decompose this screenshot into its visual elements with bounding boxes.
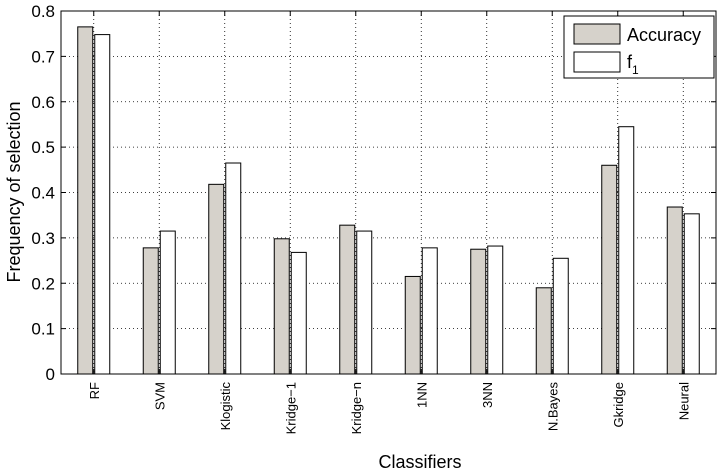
- legend: Accuracy f1: [563, 15, 715, 79]
- legend-label-f1-main: f: [627, 52, 633, 72]
- bars: [77, 26, 700, 375]
- bar-accuracy: [77, 26, 94, 375]
- x-axis-title: Classifiers: [378, 452, 461, 472]
- x-tick-label: Gkridge: [611, 382, 626, 428]
- bar-f1: [552, 257, 569, 375]
- x-tick-label: 3NN: [480, 382, 495, 408]
- y-tick-label: 0: [46, 365, 55, 384]
- y-tick-label: 0.1: [31, 320, 55, 339]
- bar-f1: [421, 247, 438, 375]
- x-tick-label: N.Bayes: [545, 382, 560, 432]
- x-tick-label: Kridge−n: [349, 382, 364, 434]
- legend-swatch-accuracy: [573, 23, 621, 45]
- bar-accuracy: [666, 206, 683, 375]
- bar-accuracy: [273, 238, 290, 375]
- x-tick-label: Kridge−1: [283, 382, 298, 434]
- y-axis-ticks: 0 0.1 0.2 0.3 0.4 0.5 0.6 0.7 0.8: [31, 2, 716, 384]
- bar-accuracy: [601, 164, 618, 375]
- x-tick-label: Neural: [676, 382, 691, 420]
- bar-accuracy: [470, 248, 487, 375]
- y-axis-title: Frequency of selection: [4, 101, 24, 282]
- x-axis-ticks: RF SVM Klogistic Kridge−1 Kridge−n 1NN 3NN N.Ba…: [87, 11, 691, 434]
- bar-f1: [225, 162, 242, 375]
- legend-swatch-f1: [573, 51, 621, 73]
- bar-accuracy: [535, 287, 552, 375]
- y-tick-label: 0.2: [31, 274, 55, 293]
- y-tick-label: 0.7: [31, 47, 55, 66]
- y-tick-label: 0.3: [31, 229, 55, 248]
- bar-accuracy: [142, 247, 159, 375]
- y-tick-label: 0.5: [31, 138, 55, 157]
- legend-label-f1: f1: [627, 52, 639, 77]
- y-tick-label: 0.4: [31, 184, 55, 203]
- bar-f1: [159, 230, 176, 375]
- y-tick-label: 0.8: [31, 2, 55, 21]
- bar-f1: [94, 34, 111, 375]
- bar-f1: [356, 230, 373, 375]
- bar-f1: [290, 251, 307, 375]
- x-tick-label: SVM: [152, 382, 167, 410]
- x-tick-label: 1NN: [414, 382, 429, 408]
- x-tick-label: Klogistic: [218, 382, 233, 431]
- bar-f1: [683, 213, 700, 375]
- x-tick-label: RF: [87, 382, 102, 399]
- legend-label-f1-subscript: 1: [632, 63, 639, 77]
- y-tick-label: 0.6: [31, 93, 55, 112]
- bar-accuracy: [339, 224, 356, 375]
- bar-accuracy: [404, 275, 421, 375]
- legend-label-accuracy: Accuracy: [627, 25, 701, 45]
- bar-f1: [618, 126, 635, 375]
- bar-f1: [487, 245, 504, 375]
- bar-accuracy: [208, 183, 225, 375]
